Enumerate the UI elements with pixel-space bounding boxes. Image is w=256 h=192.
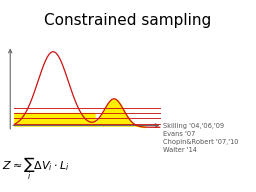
- Text: Skilling '04,'06,'09
Evans '07
Chopin&Robert '07,'10
Walter '14: Skilling '04,'06,'09 Evans '07 Chopin&Ro…: [163, 123, 238, 153]
- Text: $Z \approx \sum_{i} \Delta V_i \cdot L_i$: $Z \approx \sum_{i} \Delta V_i \cdot L_i…: [2, 156, 70, 182]
- Text: Constrained sampling: Constrained sampling: [44, 13, 212, 28]
